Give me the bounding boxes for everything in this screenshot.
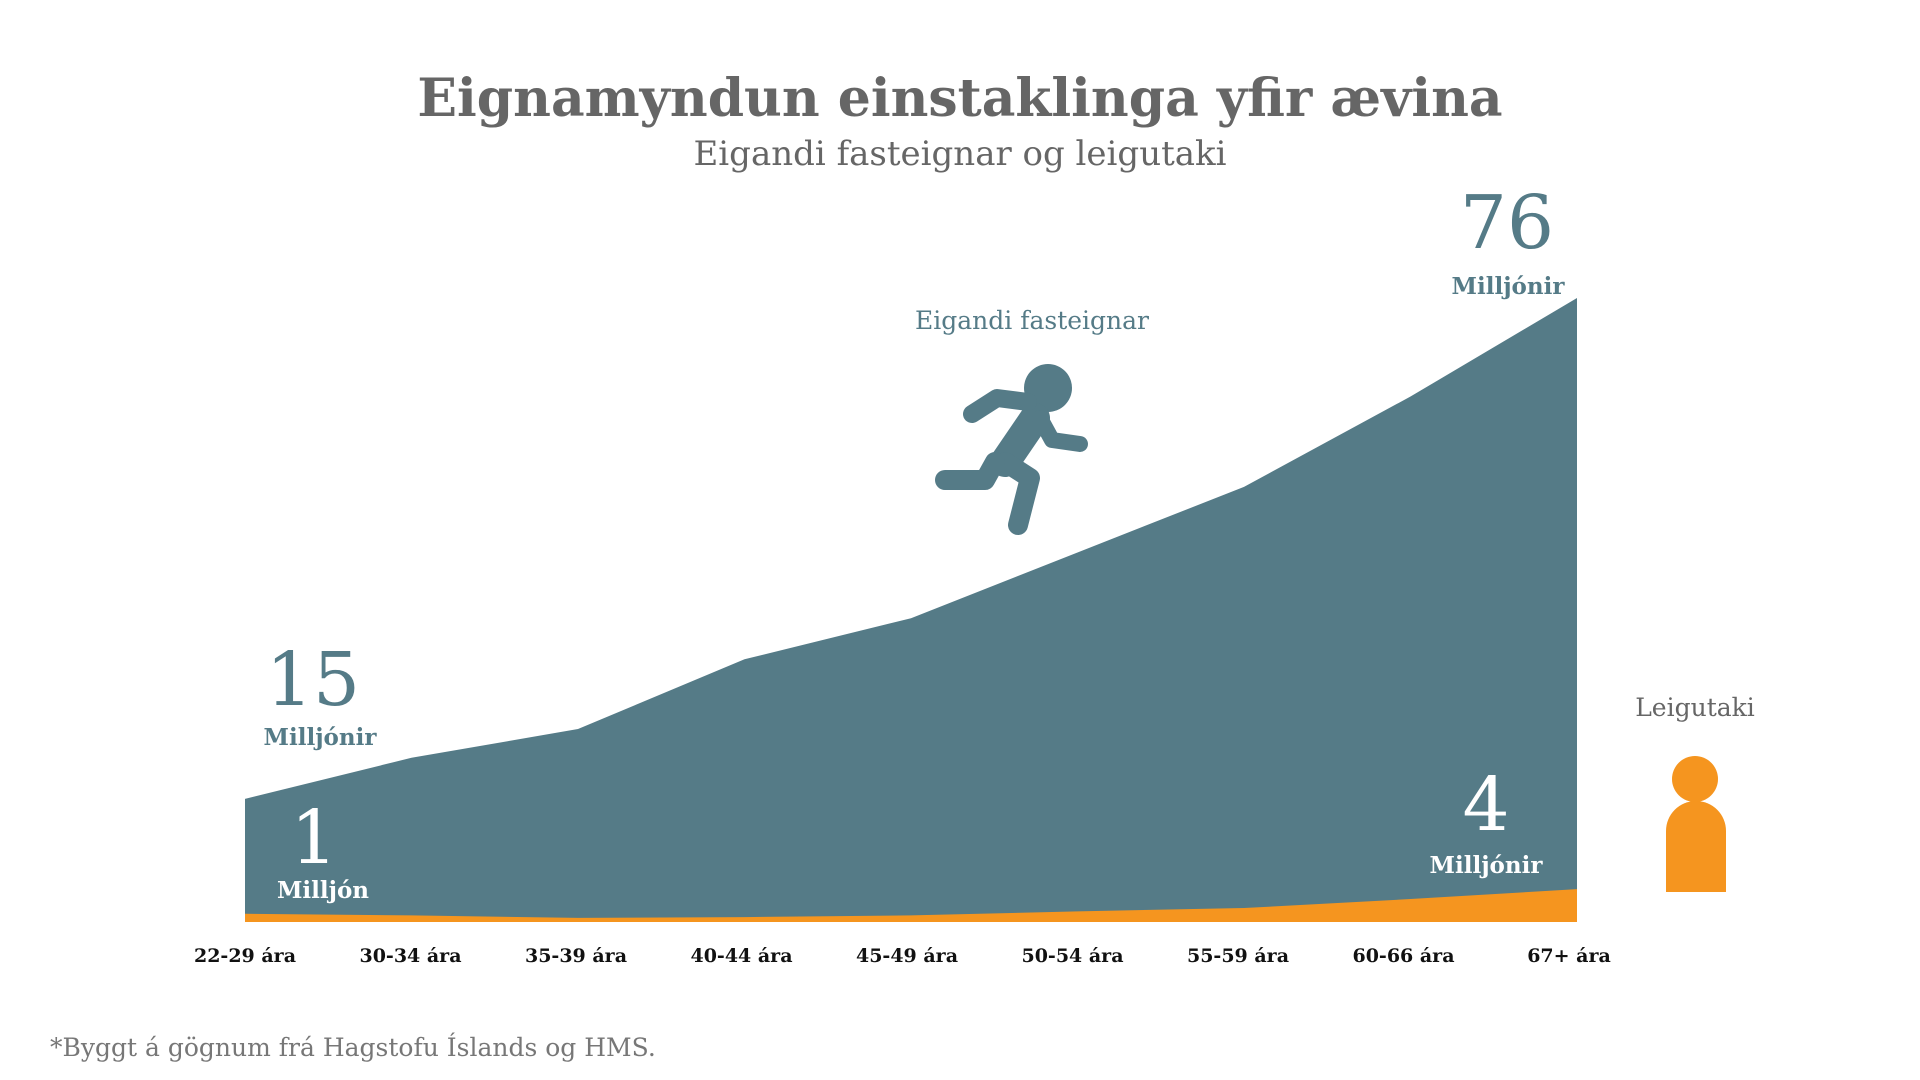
x-tick-label: 45-49 ára [855,945,959,967]
person-icon [1666,756,1726,892]
owner-start-value: 15 [265,637,361,723]
x-tick-label: 50-54 ára [1021,945,1124,967]
footnote: *Byggt á gögnum frá Hagstofu Íslands og … [50,1033,656,1062]
renter-start-value: 1 [290,795,338,881]
chart-title: Eignamyndun einstaklinga yfir ævina [417,68,1503,129]
owner-area [245,298,1577,922]
x-tick-label: 35-39 ára [524,945,628,967]
x-tick-label: 40-44 ára [690,945,793,967]
x-tick-label: 30-34 ára [359,945,462,967]
renter-start-unit: Milljón [276,877,370,904]
chart-subtitle: Eigandi fasteignar og leigutaki [693,134,1227,174]
owner-end-value: 76 [1459,180,1555,266]
x-tick-label: 22-29 ára [193,945,297,967]
renter-end-unit: Milljónir [1429,852,1543,879]
running-person-icon [935,364,1088,535]
renter-area [245,889,1577,922]
renter-end-value: 4 [1462,762,1510,848]
owner-start-unit: Milljónir [263,724,377,751]
owner-end-unit: Milljónir [1451,273,1565,300]
owner-legend-label: Eigandi fasteignar [915,306,1149,335]
x-tick-label: 60-66 ára [1352,945,1455,967]
x-tick-label: 67+ ára [1527,945,1611,967]
renter-legend-label: Leigutaki [1635,693,1755,722]
x-tick-label: 55-59 ára [1186,945,1290,967]
